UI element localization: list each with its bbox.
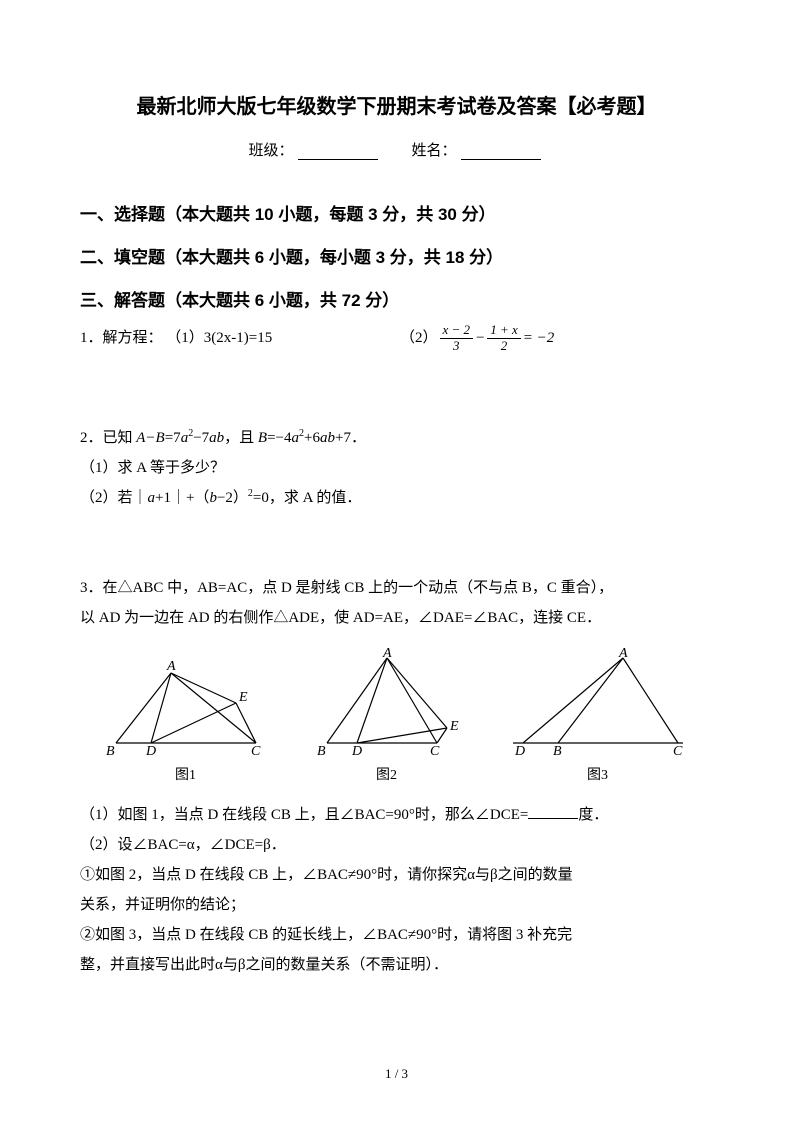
figure-2-svg: A B D C E	[312, 648, 462, 758]
figure-1: A B D C E 图1	[101, 658, 271, 790]
class-label: 班级：	[248, 143, 293, 159]
q1-part2-prefix: （2）	[400, 323, 438, 353]
q2-line3: （2）若｜a+1｜+（b−2）2=0，求 A 的值．	[80, 483, 713, 513]
q2-l1m: +7．	[335, 430, 366, 446]
q2-l1i: =−4	[267, 430, 291, 446]
page-number: 1 / 3	[0, 1066, 793, 1082]
q2-line1: 2．已知 A−B=7a2−7ab，且 B=−4a2+6ab+7．	[80, 423, 713, 453]
fig1-C: C	[251, 744, 261, 758]
section-3-header: 三、解答题（本大题共 6 小题，共 72 分）	[80, 286, 713, 311]
question-3: 3．在△ABC 中，AB=AC，点 D 是射线 CB 上的一个动点（不与点 B，…	[80, 573, 713, 980]
q3-line1: 3．在△ABC 中，AB=AC，点 D 是射线 CB 上的一个动点（不与点 B，…	[80, 573, 713, 603]
name-blank	[461, 144, 541, 160]
q1-prefix: 1．解方程：	[80, 330, 163, 346]
fig2-label: 图2	[376, 762, 397, 790]
q2-line2: （1）求 A 等于多少？	[80, 453, 713, 483]
fig2-B: B	[317, 744, 326, 758]
q3-blank	[528, 805, 578, 819]
q2-l1e: −7	[193, 430, 209, 446]
figure-2: A B D C E 图2	[312, 648, 462, 790]
q2-l1j: a	[292, 430, 300, 446]
frac2-den: 2	[498, 339, 511, 353]
frac2-num: 1 + x	[487, 323, 521, 338]
figure-1-svg: A B D C E	[101, 658, 271, 758]
fig2-C: C	[430, 744, 440, 758]
frac1-num: x − 2	[440, 323, 474, 338]
fig3-D: D	[514, 744, 525, 758]
figure-3: A D B C 图3	[503, 648, 693, 790]
question-2: 2．已知 A−B=7a2−7ab，且 B=−4a2+6ab+7． （1）求 A …	[80, 423, 713, 513]
minus-sign: −	[475, 323, 485, 353]
q2-l1h: B	[258, 430, 267, 446]
fig3-label: 图3	[587, 762, 608, 790]
q2-l1c: =7	[165, 430, 181, 446]
class-blank	[298, 144, 378, 160]
section-1-header: 一、选择题（本大题共 10 小题，每题 3 分，共 30 分）	[80, 200, 713, 225]
fig1-D: D	[145, 744, 156, 758]
fig1-A: A	[166, 659, 176, 674]
page-title: 最新北师大版七年级数学下册期末考试卷及答案【必考题】	[80, 90, 713, 119]
equals: = −2	[523, 323, 555, 353]
q1-equation: x − 2 3 − 1 + x 2 = −2	[438, 323, 555, 353]
q3-line3: （1）如图 1，当点 D 在线段 CB 上，且∠BAC=90°时，那么∠DCE=…	[80, 800, 713, 830]
q1-part1: （1）3(2x-1)=15	[166, 330, 272, 346]
name-label: 姓名：	[412, 143, 457, 159]
frac1-den: 3	[450, 339, 463, 353]
q2-l3d: b	[209, 490, 217, 506]
q2-l3b: a	[148, 490, 156, 506]
q2-l1b: A−B	[136, 430, 164, 446]
q3-line5: ①如图 2，当点 D 在线段 CB 上，∠BAC≠90°时，请你探究α与β之间的…	[80, 860, 713, 890]
q3-line2: 以 AD 为一边在 AD 的右侧作△ADE，使 AD=AE，∠DAE=∠BAC，…	[80, 603, 713, 633]
q2-l1f: ab	[209, 430, 224, 446]
fig2-D: D	[351, 744, 362, 758]
fig1-B: B	[106, 744, 115, 758]
q3-line4: （2）设∠BAC=α，∠DCE=β．	[80, 830, 713, 860]
question-1: 1．解方程： （1）3(2x-1)=15 （2） x − 2 3 − 1 + x…	[80, 323, 713, 353]
q2-l1g: ，且	[224, 430, 258, 446]
q3-line6: 关系，并证明你的结论；	[80, 890, 713, 920]
fig1-E: E	[238, 690, 248, 705]
fig2-E: E	[449, 719, 459, 734]
q3-l3a: （1）如图 1，当点 D 在线段 CB 上，且∠BAC=90°时，那么∠DCE=	[80, 807, 528, 823]
q3-l3b: 度．	[578, 807, 608, 823]
q2-l3a: （2）若｜	[80, 490, 148, 506]
fig3-B: B	[553, 744, 562, 758]
q2-l3f: =0，求 A 的值．	[253, 490, 361, 506]
info-line: 班级： 姓名：	[80, 139, 713, 160]
q3-line7: ②如图 3，当点 D 在线段 CB 的延长线上，∠BAC≠90°时，请将图 3 …	[80, 920, 713, 950]
q2-l3c: +1｜+（	[155, 490, 209, 506]
fig2-A: A	[382, 648, 392, 661]
fig3-C: C	[673, 744, 683, 758]
fig1-label: 图1	[175, 762, 196, 790]
q3-line8: 整，并直接写出此时α与β之间的数量关系（不需证明）．	[80, 950, 713, 980]
section-2-header: 二、填空题（本大题共 6 小题，每小题 3 分，共 18 分）	[80, 243, 713, 268]
q2-l1a: 2．已知	[80, 430, 136, 446]
figures-row: A B D C E 图1 A B D C E	[80, 648, 713, 790]
fig3-A: A	[618, 648, 628, 661]
q2-l1k: +6	[304, 430, 320, 446]
q2-l1l: ab	[320, 430, 335, 446]
figure-3-svg: A D B C	[503, 648, 693, 758]
q2-l3e: −2）	[217, 490, 248, 506]
